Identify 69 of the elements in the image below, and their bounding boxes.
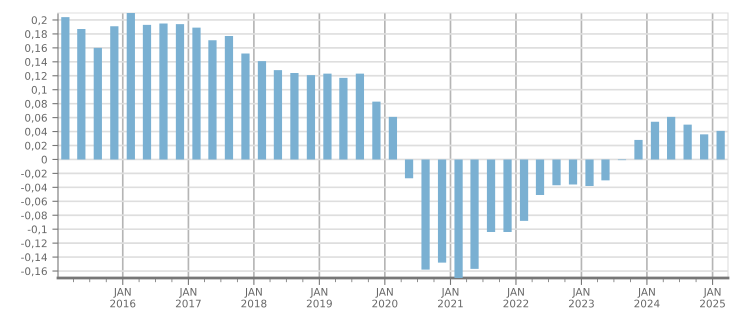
x-tick-label: JAN 2024: [634, 288, 660, 308]
y-tick-label: -0,02: [21, 170, 47, 179]
x-tick-label: JAN 2025: [700, 288, 725, 308]
y-tick-label: -0,06: [21, 198, 47, 206]
bar: [700, 134, 708, 160]
y-tick-label: 0,18: [25, 30, 47, 40]
bar: [176, 24, 184, 160]
y-tick-label: 0,12: [25, 72, 47, 81]
bar: [224, 36, 234, 160]
bar: [388, 116, 398, 160]
x-tick-label: JAN 2021: [438, 288, 463, 308]
bar: [454, 159, 463, 278]
bar: [274, 70, 282, 160]
bar: [667, 116, 676, 160]
bar: [126, 13, 135, 160]
y-tick-label: 0,16: [25, 44, 47, 54]
bar: [568, 159, 578, 185]
x-tick-label: JAN 2023: [568, 288, 594, 308]
bar: [684, 124, 692, 160]
y-tick-label: 0,04: [25, 128, 47, 137]
bar: [421, 159, 430, 270]
x-tick-label: JAN 2020: [372, 288, 398, 308]
bar: [61, 17, 70, 160]
bar: [601, 159, 610, 180]
x-tick-label: JAN 2019: [306, 288, 332, 308]
bar: [258, 61, 266, 160]
bar: [438, 159, 446, 263]
y-tick-label: -0,1: [28, 225, 47, 234]
y-tick-label: 0: [42, 156, 47, 164]
bar: [716, 130, 725, 160]
y-tick-label: -0,14: [21, 253, 47, 262]
bar: [110, 26, 118, 160]
x-tick-label: JAN 2016: [110, 288, 136, 308]
bar: [306, 75, 316, 160]
bar: [192, 28, 201, 160]
bar: [503, 159, 512, 232]
bar: [77, 29, 86, 160]
x-tick-label: JAN 2017: [176, 288, 201, 308]
bar: [486, 159, 496, 232]
y-tick-label: -0,12: [21, 239, 47, 248]
bar: [470, 159, 479, 269]
bar: [339, 78, 348, 160]
bar: [634, 140, 643, 160]
bar: [650, 122, 660, 160]
y-tick-label: 0,14: [25, 58, 47, 67]
bar: [159, 23, 168, 160]
y-tick-label: -0,04: [21, 184, 47, 193]
y-tick-label: -0,16: [21, 267, 47, 276]
bar: [94, 48, 102, 160]
x-tick-label: JAN 2018: [241, 288, 266, 308]
bar: [585, 159, 594, 186]
bar: [520, 159, 528, 221]
bar: [356, 74, 364, 160]
x-tick-label: JAN 2022: [503, 288, 528, 308]
bar: [404, 159, 414, 178]
bar: [372, 102, 381, 160]
bar: [241, 53, 250, 160]
y-tick-label: 0,08: [25, 100, 47, 109]
y-tick-label: 0,02: [25, 142, 47, 151]
y-tick-label: 0,1: [32, 86, 47, 95]
bar: [552, 159, 561, 186]
bar: [142, 24, 152, 160]
bar: [208, 40, 217, 160]
bar: [290, 72, 299, 160]
y-tick-label: 0,2: [32, 16, 47, 26]
y-tick-label: 0,06: [25, 114, 47, 123]
y-tick-label: -0,08: [21, 211, 47, 220]
bar: [536, 159, 544, 196]
bar: [323, 74, 332, 160]
